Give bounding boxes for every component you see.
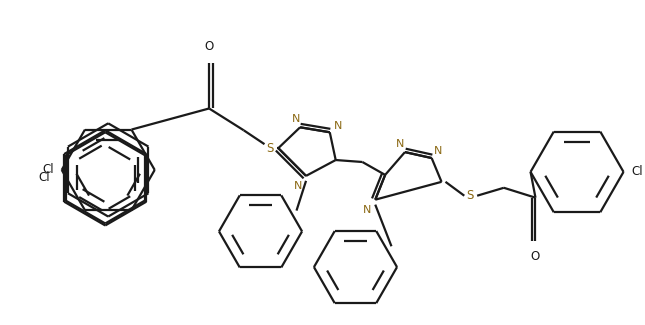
Text: N: N <box>294 181 303 191</box>
Text: Cl: Cl <box>38 171 50 184</box>
Text: N: N <box>363 205 372 214</box>
Text: Cl: Cl <box>42 163 54 176</box>
Text: O: O <box>204 40 213 53</box>
Text: S: S <box>267 142 274 155</box>
Text: N: N <box>292 114 301 124</box>
Text: Cl: Cl <box>631 165 643 178</box>
Text: N: N <box>396 139 404 149</box>
Text: N: N <box>333 121 342 131</box>
Text: N: N <box>433 146 442 156</box>
Text: S: S <box>466 189 474 202</box>
Text: O: O <box>531 250 540 263</box>
